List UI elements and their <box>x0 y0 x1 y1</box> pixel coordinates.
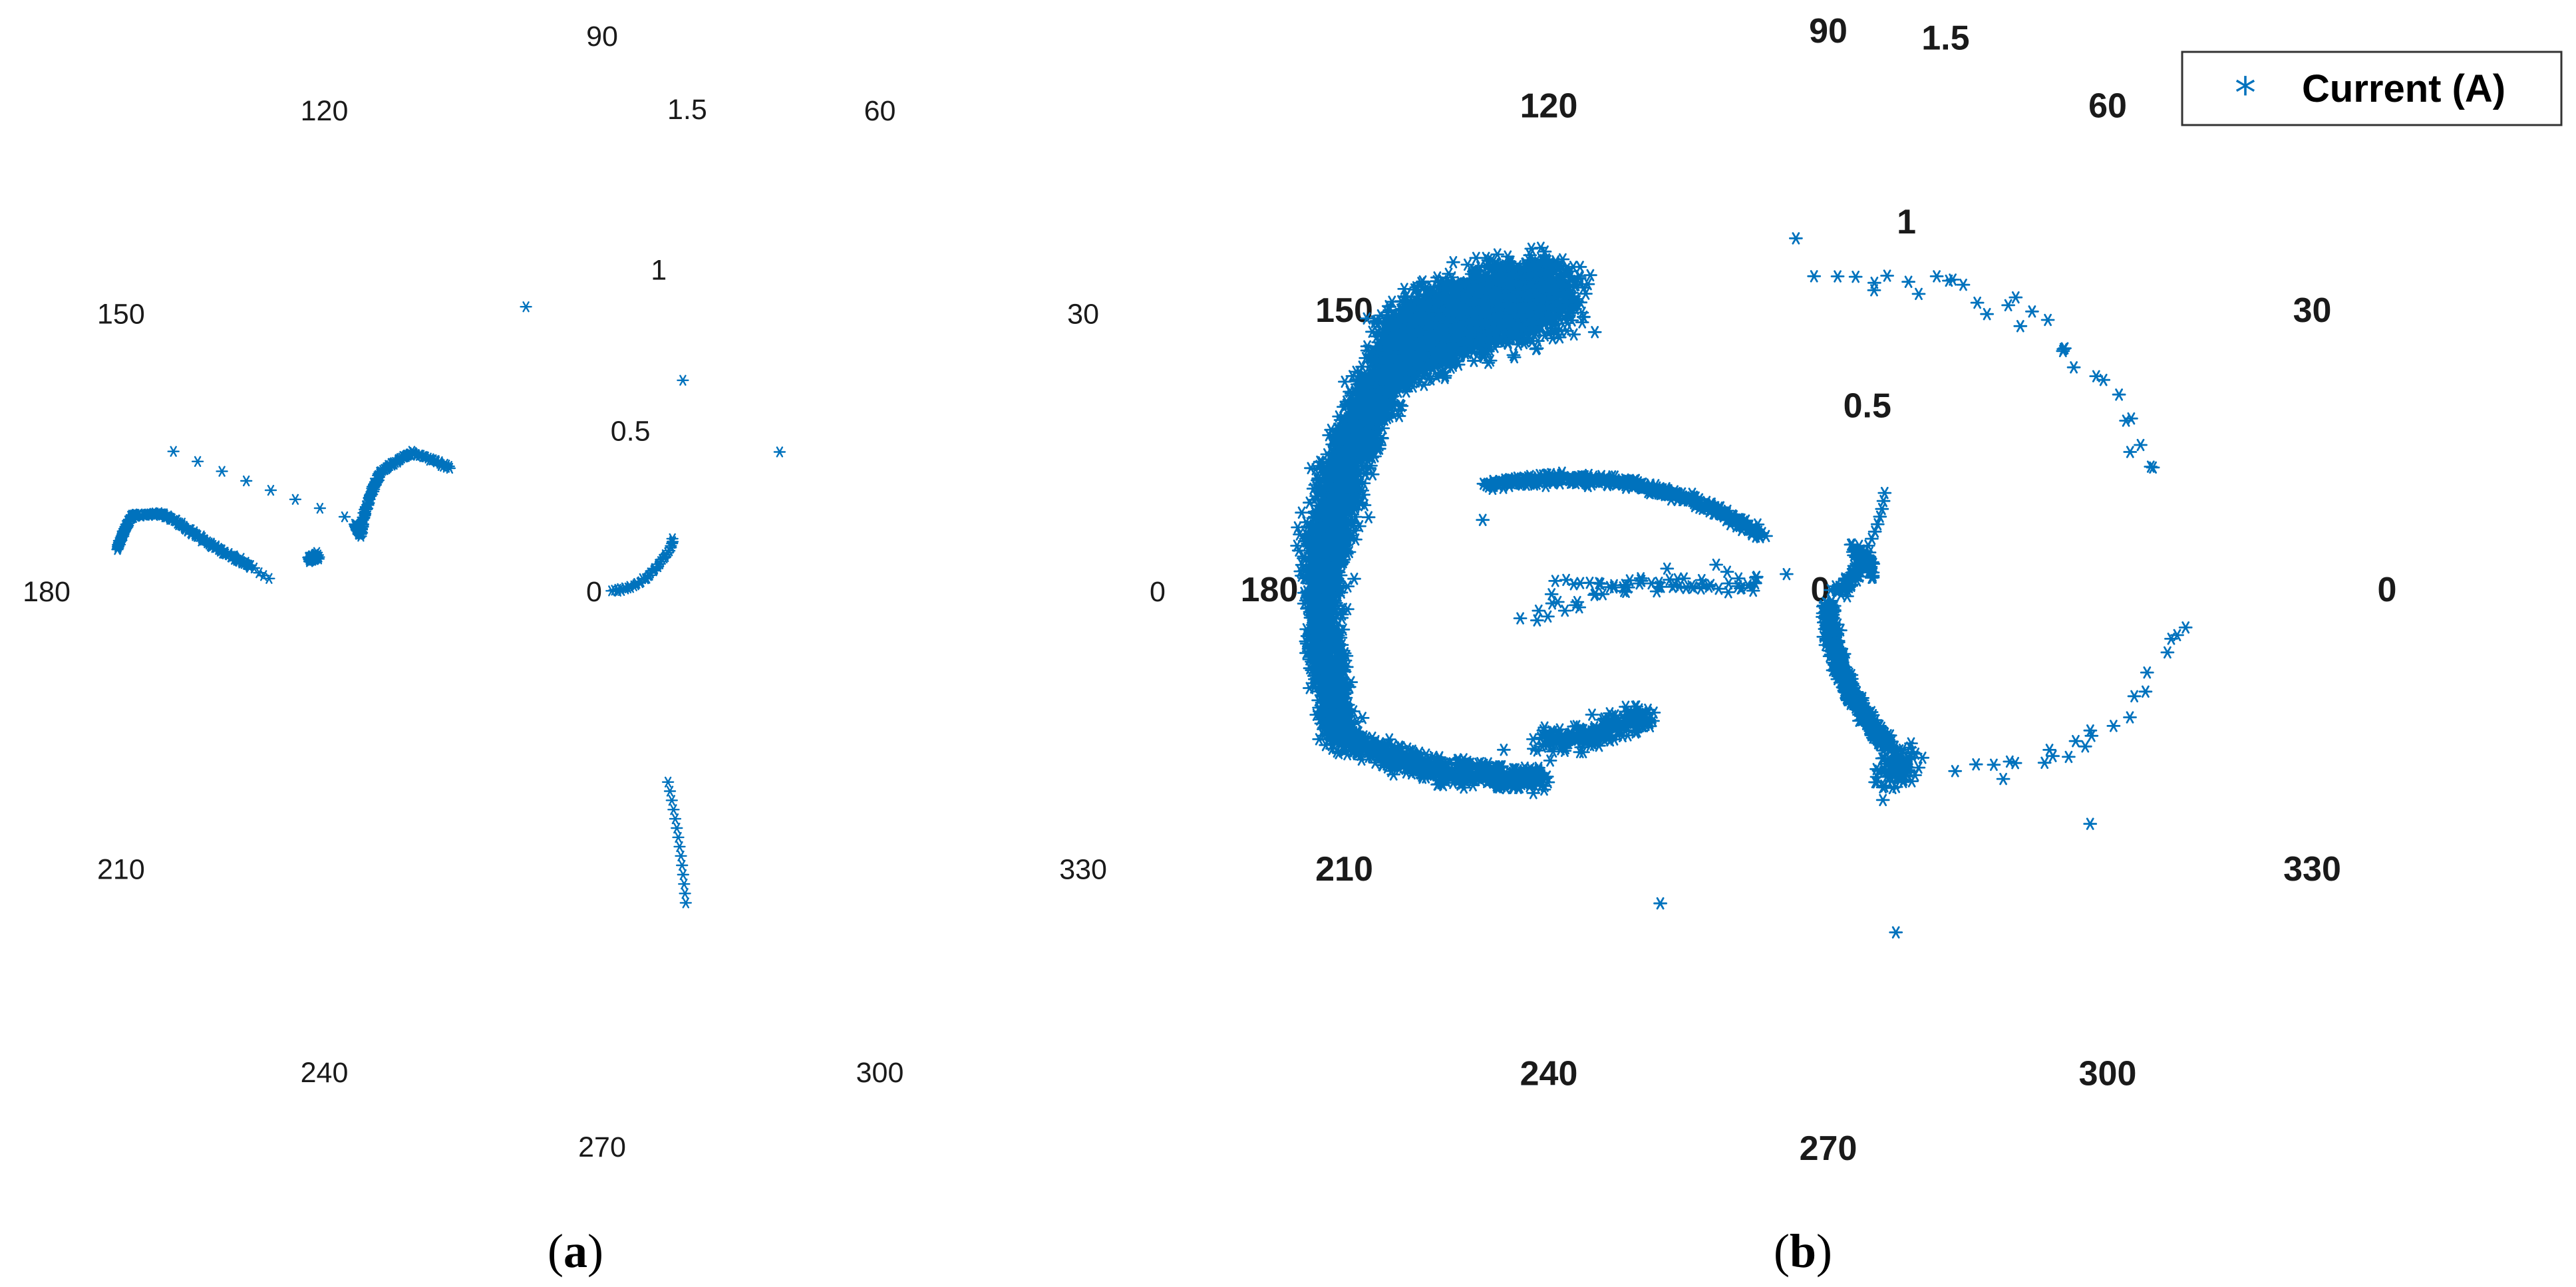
angle-tick-label: 270 <box>578 1131 626 1163</box>
radius-tick-label: 0.5 <box>1844 386 1891 425</box>
radius-tick-label: 0 <box>586 576 602 608</box>
legend: * Current (A) <box>2181 51 2563 126</box>
caption-a-letter: a <box>564 1224 587 1278</box>
data-point-group <box>111 507 253 570</box>
angle-tick-label: 300 <box>856 1057 904 1089</box>
angle-tick-label: 150 <box>97 299 145 331</box>
angle-tick-label: 270 <box>1800 1129 1857 1168</box>
angle-tick-label: 90 <box>586 21 618 53</box>
data-series <box>1290 232 2193 938</box>
angle-tick-label: 30 <box>2293 291 2332 330</box>
data-point-group <box>1476 232 2193 938</box>
radius-tick-label: 0.5 <box>611 415 651 447</box>
radius-tick-label: 1.5 <box>667 94 707 126</box>
polar-chart-a: 0 30 60 90 120 150 180 210 240 270 300 330 0 0.5 1 1.5 <box>23 21 1166 1163</box>
legend-marker-icon: * <box>2235 69 2256 118</box>
data-point-group <box>1807 269 2072 807</box>
data-point-group <box>1526 700 1661 767</box>
caption-b-letter: b <box>1790 1224 1816 1278</box>
angle-tick-label: 0 <box>2378 571 2397 609</box>
caption-b: (b) <box>1774 1224 1832 1278</box>
angle-tick-label: 60 <box>2088 87 2127 126</box>
radius-tick-label: 1 <box>1897 203 1916 241</box>
data-series <box>111 301 786 909</box>
data-point-group <box>241 449 414 573</box>
caption-a: (a) <box>548 1224 603 1278</box>
angle-tick-label: 180 <box>23 576 71 608</box>
legend-box <box>2181 51 2563 126</box>
angle-tick-label: 90 <box>1809 12 1848 51</box>
angle-tick-label: 210 <box>97 854 145 886</box>
angle-tick-label: 120 <box>1520 87 1578 126</box>
data-point-group <box>1476 466 1641 496</box>
radius-tick-label: 1 <box>651 255 667 287</box>
angle-tick-label: 330 <box>2283 850 2341 889</box>
angle-tick-label: 210 <box>1315 850 1373 889</box>
data-point-group <box>1450 753 1555 799</box>
angle-tick-label: 30 <box>1067 299 1099 331</box>
radius-tick-label: 1.5 <box>1921 19 1969 57</box>
angle-tick-label: 240 <box>301 1057 349 1089</box>
legend-label: Current (A) <box>2302 67 2505 110</box>
angle-tick-label: 180 <box>1241 571 1299 609</box>
data-point-group <box>1513 558 1848 655</box>
angle-tick-label: 240 <box>1520 1055 1578 1093</box>
data-point-group <box>167 301 786 909</box>
data-point-group <box>1625 474 1773 543</box>
angle-tick-label: 300 <box>2079 1055 2137 1093</box>
angle-tick-label: 0 <box>1150 576 1166 608</box>
angle-tick-label: 120 <box>301 95 349 127</box>
angle-tick-label: 60 <box>864 95 896 127</box>
angle-tick-label: 330 <box>1059 854 1107 886</box>
